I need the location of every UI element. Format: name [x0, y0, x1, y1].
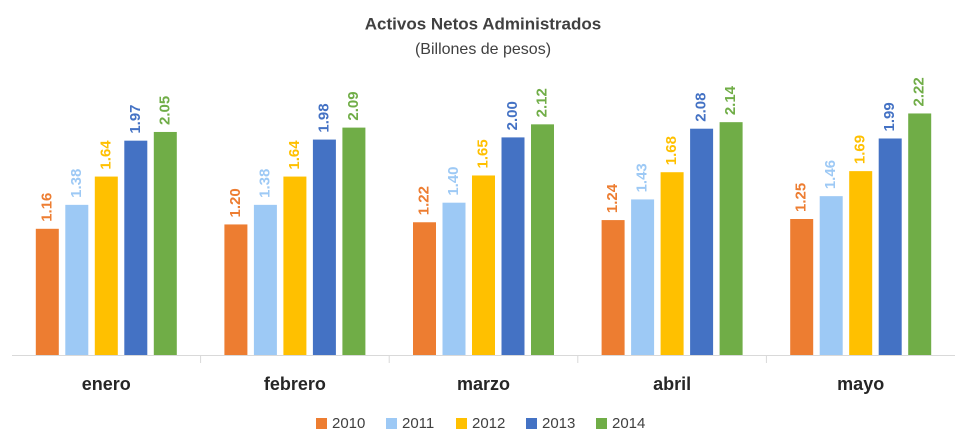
bar	[224, 224, 248, 355]
chart-subtitle: (Billones de pesos)	[415, 41, 551, 58]
data-label: 1.40	[445, 166, 462, 195]
legend-label: 2012	[472, 415, 505, 432]
data-label: 2.12	[533, 88, 550, 117]
bar	[660, 172, 684, 355]
data-label: 1.68	[663, 136, 680, 165]
data-label: 1.16	[38, 193, 55, 222]
bar	[94, 176, 118, 355]
bar	[153, 131, 177, 355]
data-label: 2.22	[911, 77, 928, 106]
data-label: 2.00	[504, 101, 521, 130]
bar	[531, 124, 554, 356]
data-label: 1.43	[634, 163, 651, 192]
bar	[631, 199, 655, 355]
legend-label: 2014	[612, 415, 645, 432]
data-label: 1.24	[604, 183, 621, 213]
bar	[601, 220, 625, 355]
bar	[501, 137, 525, 355]
bar	[849, 171, 873, 355]
bar	[124, 140, 148, 355]
data-label: 1.22	[415, 186, 432, 215]
x-tick-label: enero	[82, 374, 131, 394]
x-tick-label: mayo	[837, 374, 884, 394]
legend-swatch	[596, 418, 607, 429]
bar	[790, 219, 814, 355]
bar	[342, 127, 366, 355]
data-label: 1.25	[793, 183, 810, 212]
data-label: 2.05	[156, 96, 173, 125]
bar	[253, 204, 277, 355]
bar	[690, 128, 714, 355]
legend-swatch	[386, 418, 397, 429]
data-label: 1.20	[227, 188, 244, 217]
bar	[472, 175, 495, 355]
legend-swatch	[456, 418, 467, 429]
bar	[35, 228, 59, 355]
data-label: 2.14	[722, 85, 739, 115]
legend-swatch	[316, 418, 327, 429]
bar	[719, 122, 743, 355]
data-label: 1.69	[852, 135, 869, 164]
data-label: 1.46	[822, 160, 839, 189]
data-label: 1.38	[68, 169, 85, 198]
data-label: 1.64	[97, 140, 114, 170]
data-label: 1.97	[127, 104, 144, 133]
data-label: 1.98	[315, 103, 332, 132]
bar	[908, 113, 932, 356]
data-label: 1.99	[881, 102, 898, 131]
data-label: 1.64	[286, 140, 303, 170]
data-label: 1.65	[474, 139, 491, 168]
x-tick-label: marzo	[457, 374, 510, 394]
legend-label: 2013	[542, 415, 575, 432]
x-tick-label: febrero	[264, 374, 326, 394]
legend-label: 2010	[332, 415, 365, 432]
legend-swatch	[526, 418, 537, 429]
chart-title: Activos Netos Administrados	[365, 14, 601, 33]
data-label: 2.09	[345, 91, 362, 120]
bar	[878, 138, 902, 355]
data-label: 1.38	[256, 169, 273, 198]
bar	[312, 139, 336, 355]
x-tick-label: abril	[653, 374, 691, 394]
bar	[65, 204, 89, 355]
legend-label: 2011	[402, 415, 434, 432]
data-label: 2.08	[693, 92, 710, 121]
bar	[283, 176, 307, 355]
bar	[413, 222, 436, 355]
bar	[442, 202, 466, 355]
bar	[819, 196, 843, 355]
